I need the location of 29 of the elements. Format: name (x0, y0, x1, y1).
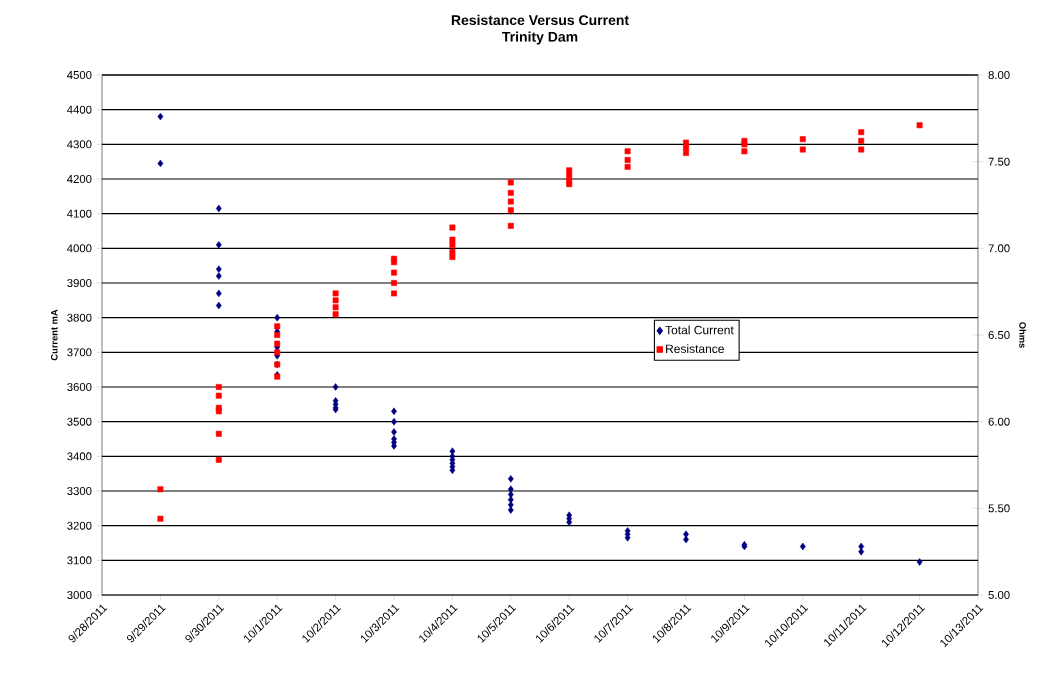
y-tick-label: 4000 (67, 244, 92, 253)
legend-label: Resistance (666, 344, 724, 354)
y-tick-label: 3700 (67, 348, 92, 357)
y-tick-label: 3600 (67, 383, 92, 392)
chart-title: Resistance Versus Current (451, 14, 629, 26)
y-tick-label: 3400 (67, 452, 92, 461)
y2-axis-title: Ohms (1019, 322, 1027, 348)
y-tick-label: 3200 (67, 521, 92, 530)
y-tick-label: 4500 (67, 71, 92, 80)
y2-tick-label: 8.00 (988, 71, 1010, 80)
y-tick-label: 3100 (67, 556, 92, 565)
chart-subtitle: Trinity Dam (502, 31, 578, 45)
y-axis-title: Current mA (51, 309, 58, 361)
y2-tick-label: 6.00 (988, 417, 1010, 426)
y-tick-label: 3000 (67, 591, 92, 600)
y-tick-label: 3500 (67, 417, 92, 426)
y-tick-label: 4200 (67, 175, 92, 184)
y2-tick-label: 5.00 (988, 591, 1010, 600)
y2-tick-label: 5.50 (988, 504, 1010, 513)
y2-tick-label: 6.50 (988, 331, 1010, 340)
y-tick-label: 3900 (67, 279, 92, 288)
legend-label: Total Current (665, 325, 734, 335)
y2-tick-label: 7.50 (988, 157, 1010, 166)
y-tick-label: 4300 (67, 140, 92, 149)
y-tick-label: 3800 (67, 313, 92, 322)
y-tick-label: 4400 (67, 105, 92, 114)
y-tick-label: 3300 (67, 487, 92, 496)
y2-tick-label: 7.00 (988, 244, 1010, 253)
y-tick-label: 4100 (67, 209, 92, 218)
